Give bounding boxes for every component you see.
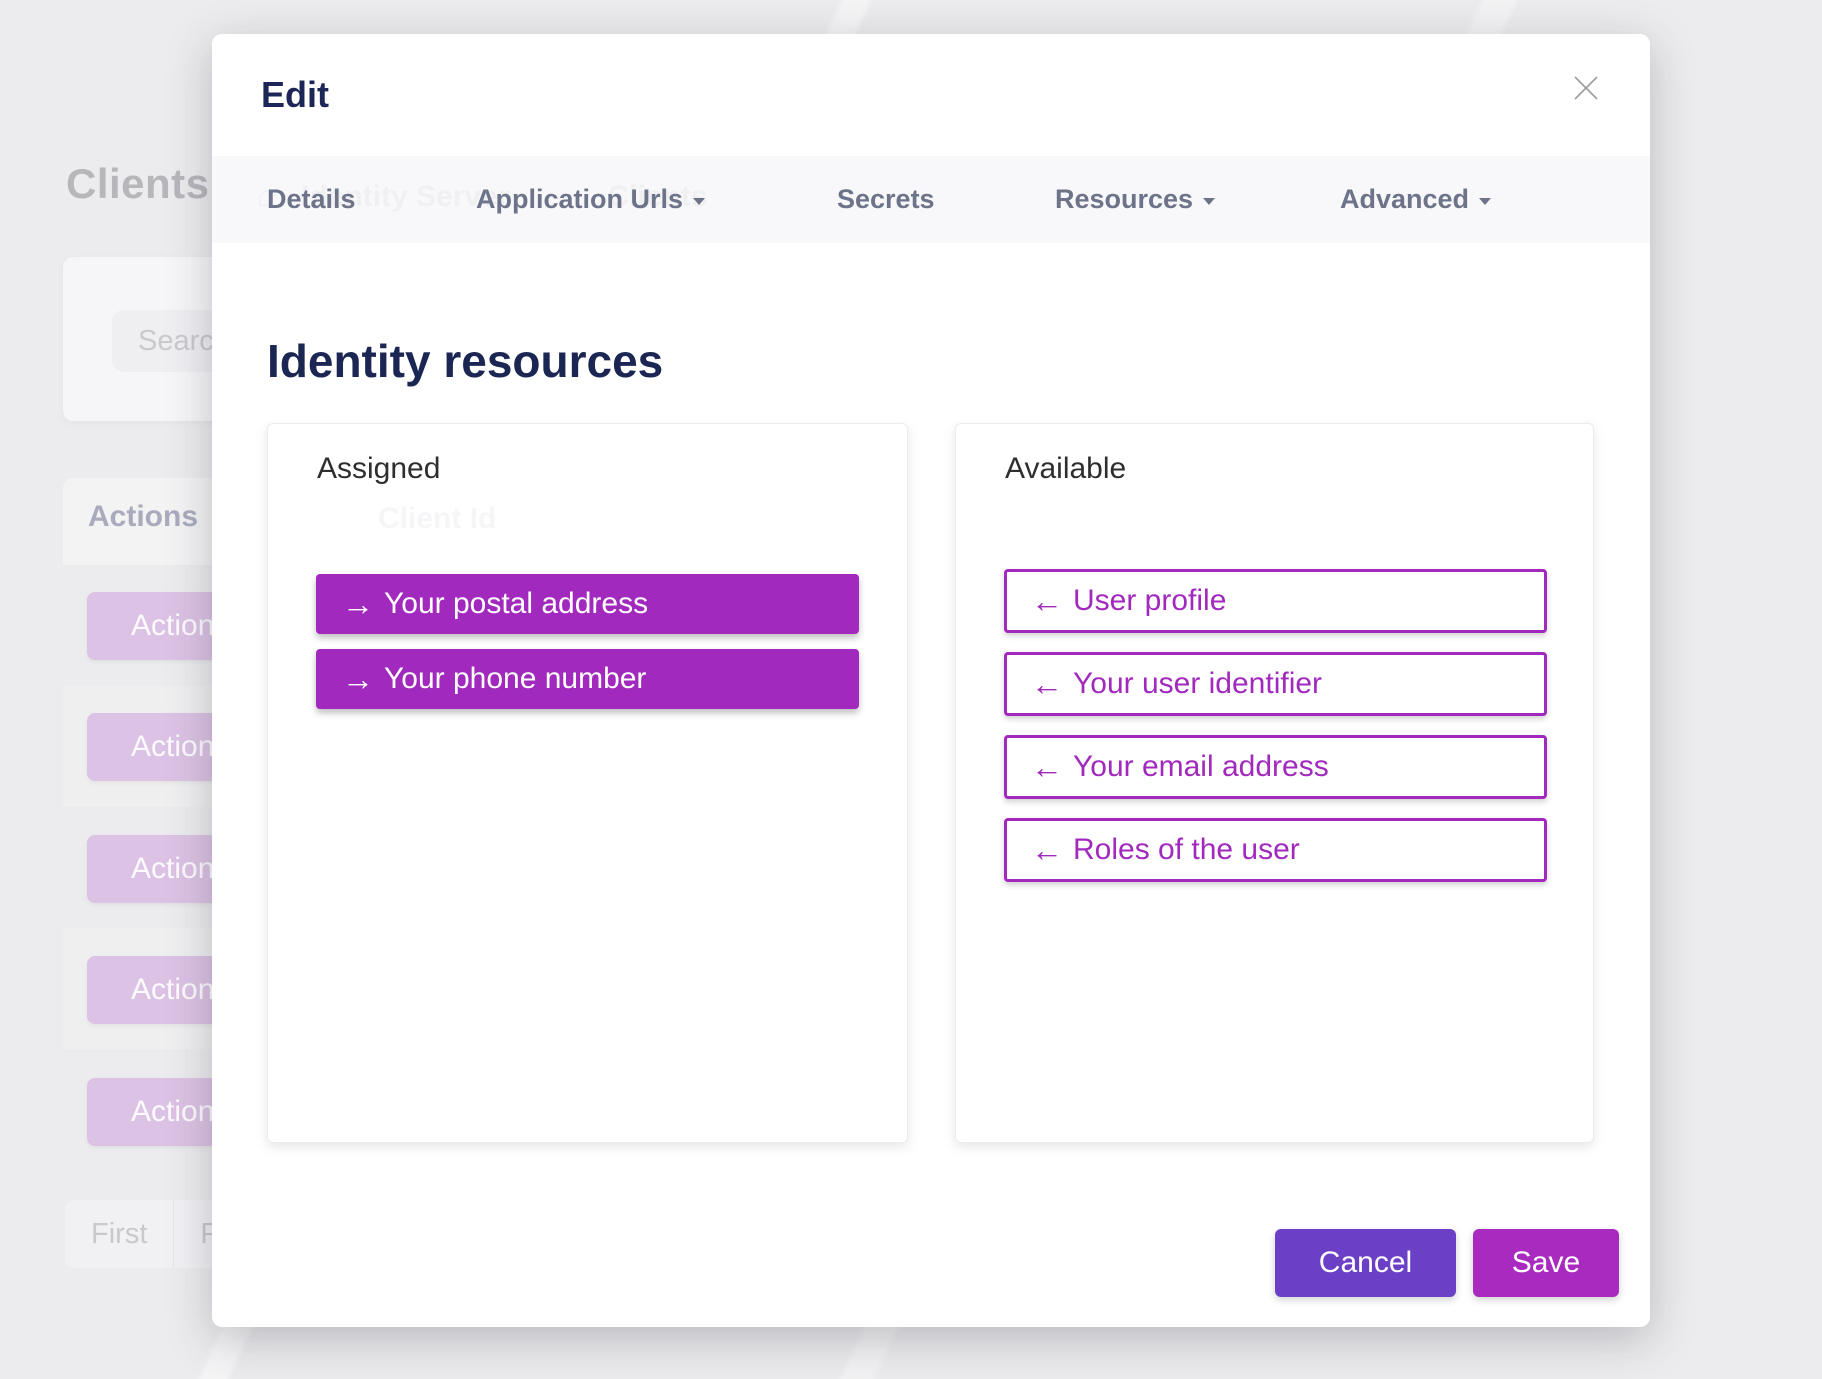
chevron-down-icon: [1479, 198, 1492, 205]
arrow-left-icon: ←: [1031, 748, 1063, 785]
assigned-item-button[interactable]: → Your phone number: [316, 649, 859, 709]
pagination-first: First: [65, 1200, 175, 1268]
tab-label: Resources: [1055, 184, 1194, 214]
tab-resources[interactable]: Resources: [1055, 156, 1216, 243]
section-title: Identity resources: [267, 335, 664, 387]
item-label: Your phone number: [384, 662, 647, 695]
item-label: Your postal address: [384, 587, 649, 620]
tab-secrets[interactable]: Secrets: [837, 156, 935, 243]
home-icon: ⌂: [257, 180, 276, 213]
item-label: Your user identifier: [1073, 667, 1323, 700]
assigned-item-button[interactable]: → Your postal address: [316, 574, 859, 634]
breadcrumb-item: Identity Server: [301, 180, 510, 213]
close-icon[interactable]: [1570, 72, 1602, 104]
item-label: Your email address: [1073, 750, 1329, 783]
page-title: Clients: [66, 160, 210, 207]
tab-label: Details: [267, 184, 356, 214]
available-item-button[interactable]: ← Your user identifier: [1004, 652, 1547, 716]
ghost-client-id-text: Client Id: [378, 502, 497, 535]
chevron-down-icon: [1203, 198, 1216, 205]
available-item-button[interactable]: ← Roles of the user: [1004, 818, 1547, 882]
cancel-button[interactable]: Cancel: [1275, 1229, 1456, 1297]
tab-label: Application Urls: [476, 184, 684, 214]
arrow-left-icon: ←: [1031, 665, 1063, 702]
available-panel-label: Available: [1005, 452, 1127, 485]
assigned-panel: Assigned Client Id → Your postal address…: [267, 423, 908, 1143]
arrow-right-icon: →: [342, 660, 374, 697]
tab-bar: ⌂ Identity Server Clients Details Applic…: [212, 156, 1650, 243]
tab-application-urls[interactable]: Application Urls: [476, 156, 706, 243]
actions-column-header: Actions: [88, 500, 199, 533]
arrow-right-icon: →: [342, 585, 374, 622]
arrow-left-icon: ←: [1031, 831, 1063, 868]
dialog-title: Edit: [261, 74, 329, 115]
tab-label: Secrets: [837, 184, 935, 214]
edit-dialog: Edit ⌂ Identity Server Clients Details A…: [212, 34, 1650, 1327]
available-panel: Available ← User profile ← Your user ide…: [955, 423, 1594, 1143]
arrow-left-icon: ←: [1031, 582, 1063, 619]
ghost-breadcrumb: ⌂ Identity Server Clients: [257, 180, 708, 214]
available-item-button[interactable]: ← User profile: [1004, 569, 1547, 633]
tab-label: Advanced: [1340, 184, 1470, 214]
available-item-button[interactable]: ← Your email address: [1004, 735, 1547, 799]
tab-details[interactable]: Details: [267, 156, 356, 243]
save-button[interactable]: Save: [1473, 1229, 1619, 1297]
tab-advanced[interactable]: Advanced: [1340, 156, 1492, 243]
assigned-panel-label: Assigned: [317, 452, 441, 485]
breadcrumb-item: Clients: [607, 180, 708, 213]
chevron-down-icon: [693, 198, 706, 205]
item-label: User profile: [1073, 584, 1227, 617]
item-label: Roles of the user: [1073, 833, 1300, 866]
